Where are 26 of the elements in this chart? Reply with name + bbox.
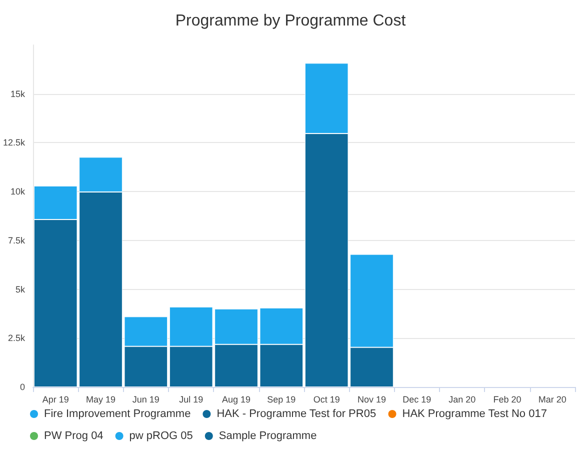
y-tick-label: 7.5k — [8, 235, 26, 246]
y-tick-label: 10k — [10, 186, 26, 197]
y-tick-label: 0 — [20, 382, 26, 392]
y-tick-label: 12.5k — [2, 138, 26, 148]
legend-label: HAK - Programme Test for PR05 — [216, 408, 376, 420]
x-tick-label: Dec 19 — [402, 394, 432, 404]
x-tick-label: Jul 19 — [179, 394, 204, 404]
legend-label: Sample Programme — [218, 430, 317, 442]
x-tick-label: Nov 19 — [357, 394, 386, 404]
legend-label: PW Prog 04 — [44, 430, 104, 442]
chart-title: Programme by Programme Cost — [175, 12, 406, 30]
legend-label: Fire Improvement Programme — [44, 408, 191, 420]
legend-label: pw pROG 05 — [129, 430, 193, 442]
x-tick-label: Sep 19 — [267, 394, 296, 404]
x-tick-label: Aug 19 — [222, 394, 251, 404]
x-tick-label: Oct 19 — [313, 394, 340, 404]
y-tick-label: 15k — [10, 88, 26, 99]
x-tick-label: Jun 19 — [132, 394, 160, 404]
x-tick-label: Apr 19 — [42, 394, 69, 404]
y-tick-label: 2.5k — [8, 333, 26, 344]
x-tick-label: Feb 20 — [493, 394, 522, 404]
y-tick-label: 5k — [16, 284, 26, 294]
x-tick-label: May 19 — [86, 394, 116, 404]
x-tick-label: Jan 20 — [448, 394, 476, 404]
x-tick-label: Mar 20 — [538, 394, 566, 404]
legend-label: HAK Programme Test No 017 — [402, 408, 547, 420]
